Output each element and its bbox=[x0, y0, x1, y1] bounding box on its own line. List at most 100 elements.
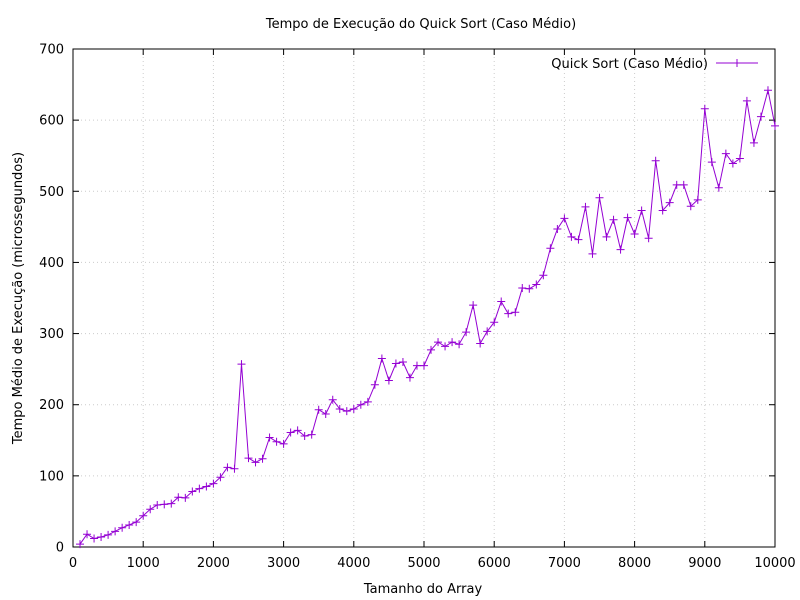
data-point bbox=[286, 428, 295, 437]
legend-marker bbox=[733, 59, 741, 67]
data-point bbox=[363, 397, 372, 406]
data-point bbox=[195, 484, 204, 493]
data-point bbox=[244, 454, 253, 463]
x-tick-label: 5000 bbox=[407, 556, 440, 571]
y-axis-label: Tempo Médio de Execução (microssegundos) bbox=[11, 152, 26, 445]
data-point bbox=[412, 361, 421, 370]
data-point bbox=[651, 156, 660, 165]
data-point bbox=[188, 487, 197, 496]
data-point bbox=[258, 454, 267, 463]
data-point bbox=[328, 395, 337, 404]
legend: Quick Sort (Caso Médio) bbox=[551, 57, 758, 72]
data-point bbox=[300, 432, 309, 441]
data-point bbox=[97, 533, 106, 542]
data-point bbox=[118, 523, 127, 532]
data-point bbox=[405, 373, 414, 382]
data-point bbox=[237, 360, 246, 369]
data-point bbox=[434, 338, 443, 347]
data-point bbox=[104, 530, 113, 539]
x-tick-label: 1000 bbox=[127, 556, 160, 571]
x-tick-label: 10000 bbox=[754, 556, 795, 571]
data-point bbox=[721, 149, 730, 158]
data-point bbox=[146, 505, 155, 514]
data-point bbox=[216, 473, 225, 482]
data-point bbox=[756, 112, 765, 121]
data-point bbox=[279, 439, 288, 448]
data-point bbox=[518, 284, 527, 293]
data-point bbox=[469, 301, 478, 310]
x-tick-label: 6000 bbox=[478, 556, 511, 571]
data-point bbox=[83, 530, 92, 539]
data-point bbox=[728, 159, 737, 168]
data-point bbox=[427, 345, 436, 354]
y-tick-label: 300 bbox=[39, 327, 64, 342]
y-tick-label: 0 bbox=[56, 541, 64, 556]
data-point bbox=[321, 409, 330, 418]
x-tick-label: 9000 bbox=[688, 556, 721, 571]
y-tick-label: 400 bbox=[39, 256, 64, 271]
data-point bbox=[707, 158, 716, 167]
data-point bbox=[742, 96, 751, 105]
data-point bbox=[525, 284, 534, 293]
data-point bbox=[749, 138, 758, 147]
data-point bbox=[398, 358, 407, 367]
data-point bbox=[644, 234, 653, 243]
data-point bbox=[455, 340, 464, 349]
data-point bbox=[420, 361, 428, 370]
data-point bbox=[342, 407, 351, 416]
data-point bbox=[735, 154, 744, 163]
data-point bbox=[672, 180, 681, 189]
series-points bbox=[76, 86, 779, 549]
data-point bbox=[693, 195, 702, 204]
data-point bbox=[581, 202, 590, 211]
data-point bbox=[511, 308, 520, 317]
data-point bbox=[588, 249, 597, 258]
data-point bbox=[153, 501, 162, 510]
data-point bbox=[602, 232, 611, 241]
axis-ticks bbox=[72, 48, 776, 548]
data-point bbox=[76, 540, 85, 549]
data-point bbox=[441, 342, 450, 351]
data-point bbox=[90, 534, 99, 543]
data-point bbox=[174, 493, 183, 502]
data-point bbox=[560, 214, 569, 223]
data-point bbox=[377, 354, 386, 363]
data-point bbox=[384, 376, 393, 385]
data-point bbox=[490, 318, 499, 327]
data-point bbox=[349, 404, 358, 413]
x-tick-label: 2000 bbox=[197, 556, 230, 571]
data-point bbox=[546, 244, 555, 253]
legend-label: Quick Sort (Caso Médio) bbox=[551, 57, 708, 72]
data-point bbox=[462, 328, 471, 337]
data-point bbox=[111, 527, 120, 536]
data-point bbox=[497, 297, 506, 306]
data-point bbox=[763, 86, 772, 95]
data-point bbox=[202, 482, 211, 491]
data-point bbox=[476, 339, 485, 348]
data-point bbox=[567, 232, 576, 241]
data-point bbox=[637, 206, 646, 215]
y-tick-label: 700 bbox=[39, 43, 64, 58]
data-point bbox=[160, 500, 169, 509]
data-point bbox=[553, 224, 562, 233]
data-point bbox=[223, 463, 232, 472]
data-point bbox=[658, 206, 667, 215]
data-point bbox=[616, 245, 625, 254]
data-point bbox=[504, 309, 513, 318]
x-tick-label: 0 bbox=[69, 556, 77, 571]
data-point bbox=[714, 183, 723, 192]
data-point bbox=[370, 380, 379, 389]
data-point bbox=[167, 499, 176, 508]
x-tick-label: 8000 bbox=[618, 556, 651, 571]
data-point bbox=[448, 338, 457, 347]
grid-lines bbox=[73, 49, 775, 547]
data-point bbox=[679, 180, 688, 189]
y-tick-label: 600 bbox=[39, 114, 64, 129]
data-point bbox=[623, 213, 632, 222]
data-point bbox=[700, 104, 709, 113]
tick-labels: 0 1000 2000 3000 4000 5000 6000 7000 8000 9000 100… bbox=[39, 43, 796, 572]
data-point bbox=[272, 437, 281, 446]
x-tick-label: 3000 bbox=[267, 556, 300, 571]
